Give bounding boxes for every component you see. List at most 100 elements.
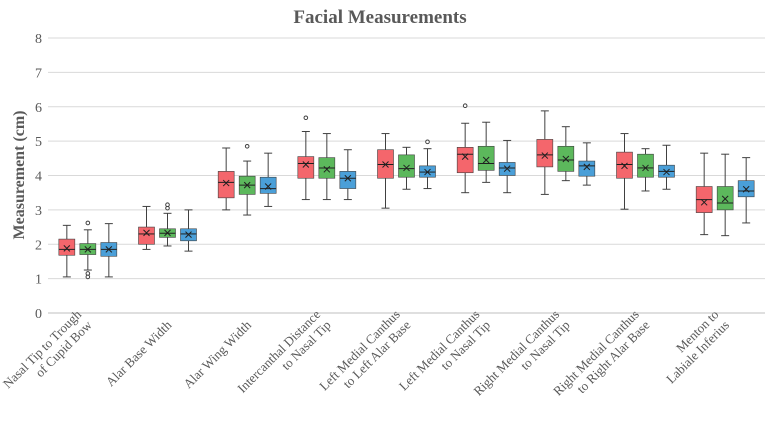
y-tick-label: 2 [35, 238, 42, 253]
mean-marker-stroke [742, 185, 750, 193]
category-group [58, 220, 118, 280]
box-iqr [217, 171, 235, 199]
box-iqr [536, 139, 554, 168]
box-item [419, 139, 436, 190]
mean-marker-stroke [302, 161, 310, 168]
box-iqr [259, 176, 277, 194]
outlier-point [85, 220, 91, 226]
box-item [536, 110, 554, 195]
box-item [398, 146, 415, 190]
mean-marker [424, 168, 431, 176]
box-item [318, 133, 336, 201]
mean-marker [243, 181, 251, 189]
mean-marker [403, 164, 410, 172]
box-item [377, 133, 394, 209]
mean-marker-stroke [243, 181, 251, 189]
category-group [217, 143, 277, 216]
box-item [100, 223, 118, 278]
outlier-point [425, 139, 430, 145]
mean-marker-stroke [323, 165, 331, 173]
mean-marker [541, 152, 549, 159]
mean-marker-stroke [264, 183, 272, 190]
box-item [616, 133, 633, 210]
box-series [58, 103, 755, 280]
category-label: Nasal Tip to Troughof Cupid Bow [0, 306, 95, 401]
y-tick-label: 3 [35, 204, 42, 219]
mean-marker-stroke [84, 246, 92, 253]
mean-marker [63, 245, 71, 252]
box-item [138, 205, 155, 250]
mean-marker [742, 185, 750, 193]
mean-marker-stroke [541, 152, 549, 159]
category-group [536, 110, 596, 195]
category-group [456, 103, 516, 194]
box-iqr [578, 160, 596, 177]
mean-marker [621, 162, 628, 170]
y-tick-label: 7 [35, 66, 42, 81]
mean-marker [84, 246, 92, 253]
y-tick-label: 8 [35, 32, 42, 47]
mean-marker-stroke [721, 195, 729, 203]
box-iqr [58, 238, 76, 256]
box-item [557, 126, 575, 182]
mean-marker-stroke [621, 162, 628, 170]
mean-marker [164, 229, 171, 237]
y-tick-label: 0 [35, 307, 42, 322]
box-item [259, 152, 277, 207]
box-iqr [398, 154, 415, 178]
outlier-point [303, 115, 309, 121]
box-item [578, 142, 596, 186]
box-item [658, 144, 675, 190]
box-item [716, 153, 734, 237]
box-item [737, 157, 755, 224]
category-group [138, 202, 197, 252]
box-item [477, 121, 495, 183]
category-label: Left Medial Canthusto Left Alar Base [316, 307, 413, 404]
outlier-point [244, 143, 250, 149]
mean-marker [222, 179, 230, 187]
mean-marker [721, 195, 729, 203]
box-item [180, 209, 197, 252]
mean-marker-stroke [482, 156, 490, 164]
mean-marker [503, 165, 511, 172]
box-iqr [477, 145, 495, 171]
mean-marker [323, 165, 331, 173]
mean-marker-stroke [461, 153, 469, 160]
mean-marker [562, 155, 570, 163]
mean-marker-stroke [344, 174, 352, 182]
category-group [297, 115, 357, 201]
mean-marker [105, 246, 113, 253]
mean-marker [185, 231, 192, 238]
y-axis-label: Measurement (cm) [11, 111, 28, 240]
category-group [695, 152, 755, 237]
box-iqr [637, 153, 654, 178]
mean-marker-stroke [424, 168, 431, 176]
box-item [238, 143, 256, 216]
chart-title: Facial Measurements [293, 7, 466, 28]
mean-marker-stroke [143, 229, 150, 237]
category-label: Intercanthal Distanceto Nasal Tip [234, 307, 334, 407]
outlier-point [85, 274, 91, 280]
y-tick-label: 1 [35, 273, 42, 288]
mean-marker-stroke [164, 229, 171, 237]
box-item [217, 147, 235, 211]
box-item [456, 103, 474, 194]
mean-marker-stroke [63, 245, 71, 252]
box-item [637, 148, 654, 192]
outlier-point [462, 103, 468, 109]
mean-marker-stroke [382, 161, 389, 168]
mean-marker [344, 174, 352, 182]
mean-marker [461, 153, 469, 160]
category-label: Alar Base Width [103, 317, 175, 389]
category-label-line: Alar Base Width [103, 317, 175, 389]
mean-marker [264, 183, 272, 190]
x-axis-categories: Nasal Tip to Troughof Cupid Bow Alar Base… [0, 306, 732, 407]
y-tick-label: 4 [35, 170, 42, 185]
mean-marker-stroke [562, 155, 570, 163]
mean-marker [663, 168, 670, 176]
mean-marker-stroke [105, 246, 113, 253]
mean-marker [583, 163, 591, 171]
y-tick-label: 6 [35, 101, 42, 116]
mean-marker [382, 161, 389, 168]
